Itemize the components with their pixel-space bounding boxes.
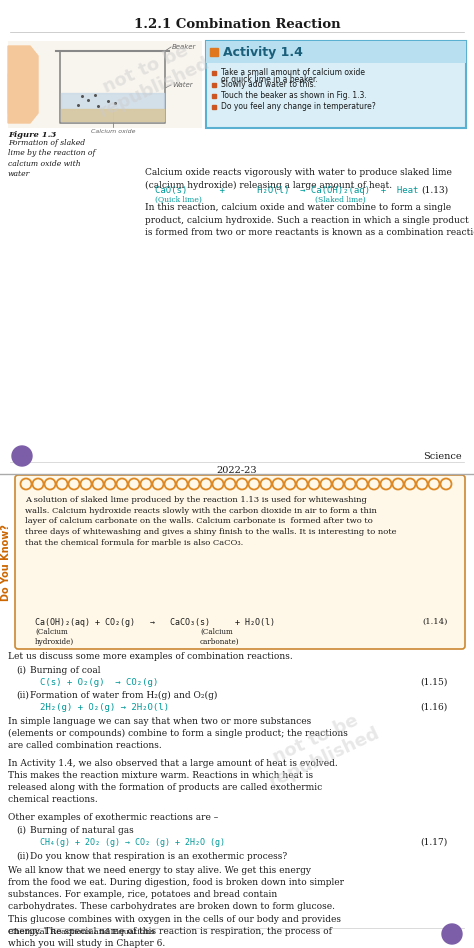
FancyBboxPatch shape [15,475,465,649]
Text: Beaker: Beaker [172,44,196,50]
Polygon shape [8,46,38,123]
Text: (ii): (ii) [16,852,29,861]
Text: 2H₂(g) + O₂(g) → 2H₂O(l): 2H₂(g) + O₂(g) → 2H₂O(l) [40,703,169,712]
Text: Touch the beaker as shown in Fig. 1.3.: Touch the beaker as shown in Fig. 1.3. [221,90,367,100]
Text: Do You Know?: Do You Know? [1,524,11,601]
Text: (i): (i) [16,826,26,835]
Text: (ii): (ii) [16,691,29,700]
Text: Calcium oxide: Calcium oxide [91,129,135,134]
Polygon shape [8,73,35,113]
Text: Science: Science [423,451,462,461]
Text: Activity 1.4: Activity 1.4 [223,46,303,59]
Circle shape [12,446,32,466]
Text: (1.16): (1.16) [421,703,448,712]
Text: (1.13): (1.13) [421,186,448,195]
Text: CaO(s)      +      H₂O(l)  → Ca(OH)₂(aq)  +  Heat: CaO(s) + H₂O(l) → Ca(OH)₂(aq) + Heat [155,186,419,195]
Text: Let us discuss some more examples of combination reactions.: Let us discuss some more examples of com… [8,652,293,661]
Text: Formation of water from H₂(g) and O₂(g): Formation of water from H₂(g) and O₂(g) [30,691,218,701]
FancyBboxPatch shape [206,41,466,128]
Text: Burning of coal: Burning of coal [30,666,100,675]
Text: In simple language we can say that when two or more substances
(elements or comp: In simple language we can say that when … [8,717,348,751]
Text: Do you feel any change in temperature?: Do you feel any change in temperature? [221,101,376,111]
Text: Do you know that respiration is an exothermic process?: Do you know that respiration is an exoth… [30,852,287,861]
Text: CH₄(g) + 2O₂ (g) → CO₂ (g) + 2H₂O (g): CH₄(g) + 2O₂ (g) → CO₂ (g) + 2H₂O (g) [40,838,225,847]
Text: In Activity 1.4, we also observed that a large amount of heat is evolved.
This m: In Activity 1.4, we also observed that a… [8,759,338,805]
Text: In this reaction, calcium oxide and water combine to form a single
product, calc: In this reaction, calcium oxide and wate… [145,203,474,237]
Text: Ca(OH)₂(aq) + CO₂(g)   →   CaCO₃(s)     + H₂O(l): Ca(OH)₂(aq) + CO₂(g) → CaCO₃(s) + H₂O(l) [35,618,275,627]
Text: Slowly add water to this.: Slowly add water to this. [221,80,316,88]
Text: Burning of natural gas: Burning of natural gas [30,826,134,835]
Text: not to be
republished: not to be republished [87,35,213,121]
Text: Calcium oxide reacts vigorously with water to produce slaked lime
(calcium hydro: Calcium oxide reacts vigorously with wat… [145,168,452,190]
Text: 1.2.1 Combination Reaction: 1.2.1 Combination Reaction [134,18,340,31]
Text: A solution of slaked lime produced by the reaction 1.13 is used for whitewashing: A solution of slaked lime produced by th… [25,496,396,547]
Text: 2022-23: 2022-23 [217,465,257,475]
Text: (Calcium
carbonate): (Calcium carbonate) [200,628,240,646]
Text: (Slaked lime): (Slaked lime) [315,196,366,204]
Text: (Calcium
hydroxide): (Calcium hydroxide) [35,628,74,646]
Circle shape [442,924,462,944]
Bar [8,41,202,128]
Bar [206,41,466,63]
Text: Formation of slaked
lime by the reaction of
calcium oxide with
water: Formation of slaked lime by the reaction… [8,139,95,178]
Text: C(s) + O₂(g)  → CO₂(g): C(s) + O₂(g) → CO₂(g) [40,678,158,687]
Text: We all know that we need energy to stay alive. We get this energy
from the food : We all know that we need energy to stay … [8,866,344,948]
Text: (1.17): (1.17) [421,838,448,847]
Text: Chemical Reactions and Equations: Chemical Reactions and Equations [8,928,155,936]
Text: Take a small amount of calcium oxide: Take a small amount of calcium oxide [221,67,365,77]
Text: (1.14): (1.14) [423,618,448,626]
Text: Other examples of exothermic reactions are –: Other examples of exothermic reactions a… [8,813,218,822]
Text: 7: 7 [448,929,456,939]
Text: Water: Water [172,82,192,88]
Text: or quick lime in a beaker.: or quick lime in a beaker. [221,75,318,83]
Text: 6: 6 [18,451,26,461]
Text: Figure 1.3: Figure 1.3 [8,131,56,139]
Text: (1.15): (1.15) [420,678,448,687]
Text: not to be
republished: not to be republished [257,705,383,791]
Text: (i): (i) [16,666,26,675]
Text: (Quick lime): (Quick lime) [155,196,202,204]
